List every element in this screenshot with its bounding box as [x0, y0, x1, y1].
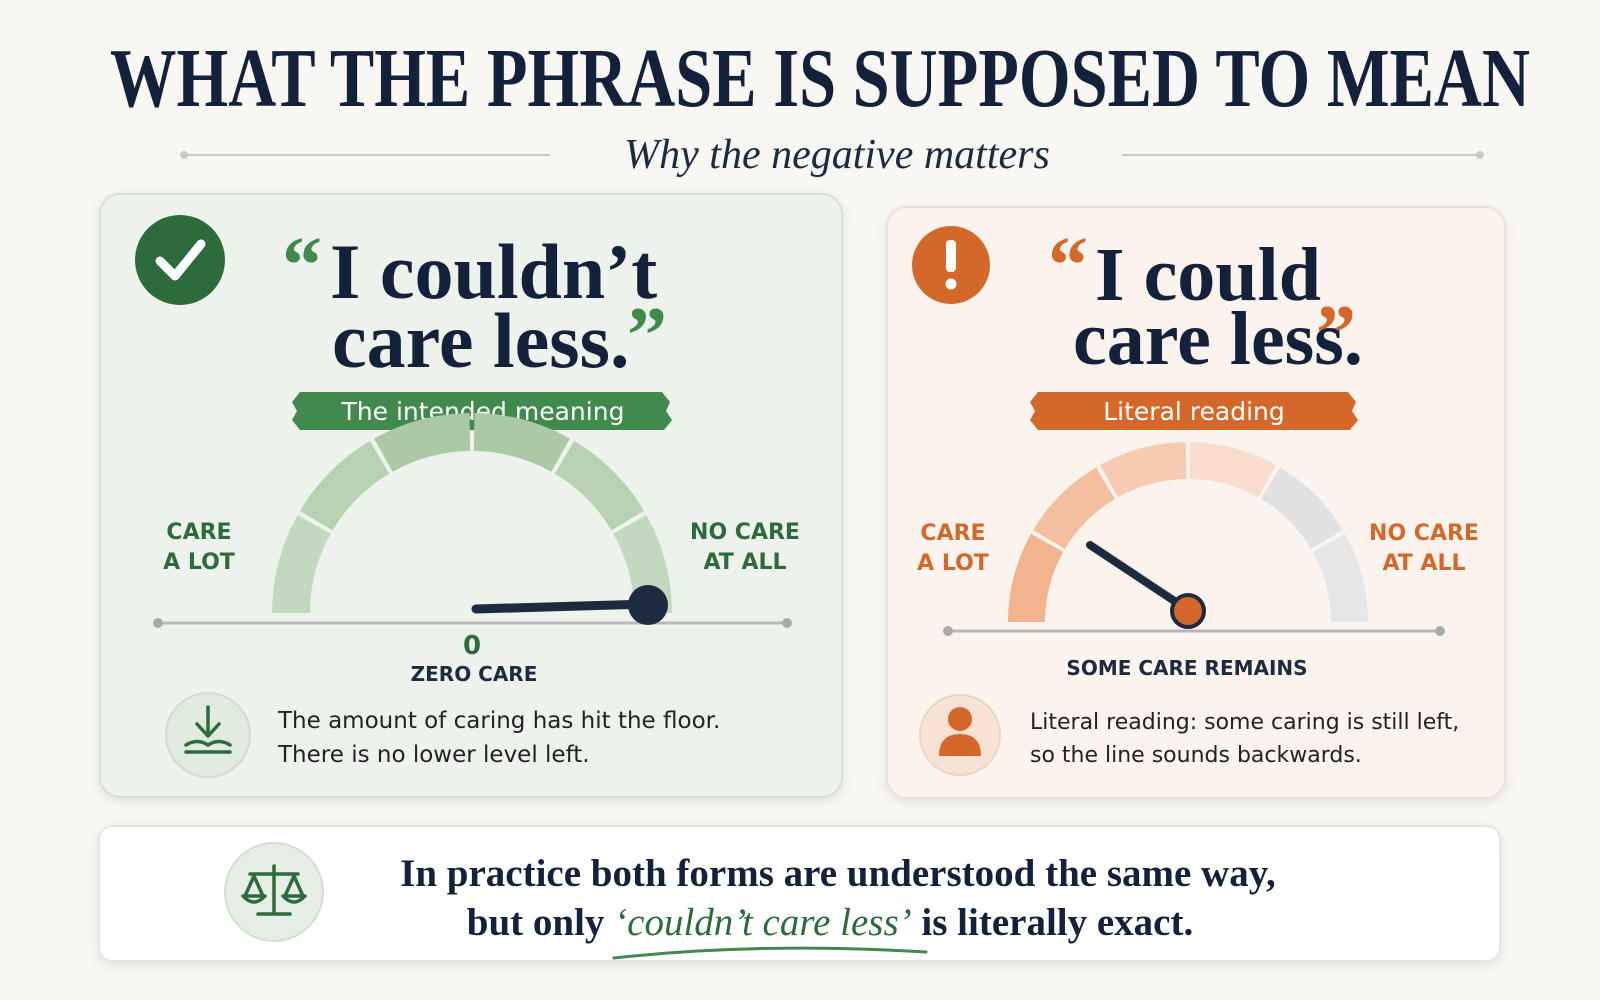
subtitle: Why the negative matters [624, 132, 1050, 178]
badge [292, 392, 672, 430]
gauge-segment [1033, 467, 1116, 550]
gauge-segment [1189, 442, 1277, 498]
gauge-needle [1086, 541, 1192, 614]
phrase-line: care less. [1073, 297, 1363, 381]
baseline-dot [1435, 626, 1445, 636]
gauge-segment [272, 515, 331, 613]
baseline-dot [943, 626, 953, 636]
person-body [939, 734, 981, 756]
gauge-segment [473, 413, 570, 472]
baseline-dot [782, 618, 792, 628]
gauge-left-label: A LOT [163, 550, 235, 575]
footer: In practice both forms are understood th… [98, 825, 1501, 962]
gauge-segment [554, 441, 644, 531]
footer-line: but only ‘couldn’t care less’ is literal… [467, 901, 1193, 944]
gauge-right-label: AT ALL [703, 550, 786, 575]
note-line: There is no lower level left. [277, 742, 590, 768]
phrase-line: I could [1095, 233, 1321, 317]
divider-dot [180, 151, 188, 159]
gauge-reading-label: ZERO CARE [411, 662, 538, 686]
gauge-segment [300, 441, 390, 531]
note-line: so the line sounds backwards. [1030, 743, 1362, 768]
footer-text: is literally exact. [921, 901, 1193, 944]
divider-dot [1476, 151, 1484, 159]
badge-text: Literal reading [1103, 397, 1285, 426]
footer-emphasis: ‘couldn’t care less’ [614, 901, 911, 944]
quote-open: “ [1048, 222, 1088, 310]
footer-panel [98, 825, 1501, 962]
gauge [1008, 442, 1368, 622]
gauge-left-label: A LOT [917, 551, 989, 576]
card-correct: “ I couldn’t care less. ” The intended m… [99, 193, 843, 798]
card-literal: “ I could care less. ” Literal reading C… [886, 206, 1506, 799]
check-icon [135, 215, 225, 305]
scales-glyph [241, 864, 307, 916]
gauge-segment [374, 413, 471, 472]
card [99, 193, 843, 798]
gauge-needle [471, 599, 653, 614]
alert-dot [945, 278, 957, 290]
phrase-line: I couldn’t [330, 228, 657, 315]
quote-close: ” [627, 292, 667, 380]
card [886, 206, 1506, 799]
gauge-left-label: CARE [166, 520, 231, 545]
title: WHAT THE PHRASE IS SUPPOSED TO MEAN [110, 32, 1530, 125]
gauge-right-label: NO CARE [690, 520, 800, 545]
footer-text: but only [467, 901, 605, 944]
person-head [948, 707, 972, 731]
gauge-reading: 0 [463, 631, 481, 661]
baseline-dot [153, 618, 163, 628]
floor-glyph [184, 705, 232, 754]
gauge-left-label: CARE [920, 521, 985, 546]
gauge-segment [1260, 467, 1343, 550]
quote-open: “ [282, 222, 322, 310]
check-mark [155, 239, 206, 281]
emphasis-underline [612, 946, 928, 960]
gauge-hub [1170, 593, 1206, 629]
gauge-right-label: AT ALL [1382, 551, 1465, 576]
quote-close: ” [1316, 290, 1356, 378]
gauge-segment [1312, 533, 1368, 622]
gauge-hub [628, 585, 668, 625]
footer-line: In practice both forms are understood th… [400, 852, 1276, 895]
badge [1030, 392, 1358, 430]
alert-bar [946, 240, 956, 272]
gauge-segment [1008, 533, 1064, 622]
note-line: The amount of caring has hit the floor. [277, 708, 720, 734]
gauge-right-label: NO CARE [1369, 521, 1479, 546]
gauge-segment [1099, 442, 1187, 498]
gauge-reading-label: SOME CARE REMAINS [1066, 656, 1307, 680]
note-line: Literal reading: some caring is still le… [1030, 710, 1459, 735]
phrase-line: care less. [332, 297, 629, 384]
